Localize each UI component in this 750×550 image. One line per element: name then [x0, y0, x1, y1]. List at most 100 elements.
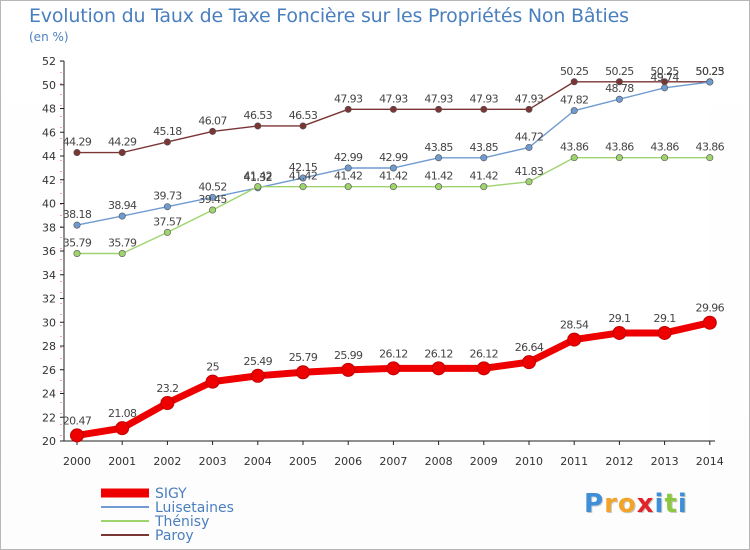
data-point [118, 149, 126, 157]
data-label: 26.64 [515, 341, 544, 354]
data-point [435, 183, 443, 191]
data-label: 45.18 [153, 125, 182, 138]
y-tick-label: 36 [42, 245, 56, 258]
data-point [299, 183, 307, 191]
data-label: 48.78 [605, 82, 634, 95]
data-label: 47.93 [470, 92, 499, 105]
data-label: 42.99 [379, 151, 408, 164]
legend-label: Paroy [155, 528, 194, 544]
data-label: 47.93 [515, 92, 544, 105]
legend-label: Thénisy [154, 514, 209, 530]
x-tick-label: 2004 [244, 455, 272, 468]
data-label: 42.99 [334, 151, 363, 164]
x-tick-label: 2010 [515, 455, 543, 468]
legend-label: Luisetaines [155, 500, 234, 516]
data-point [615, 154, 623, 162]
y-tick-label: 28 [42, 340, 56, 353]
data-label: 47.82 [560, 94, 589, 107]
data-label: 35.79 [108, 236, 137, 249]
data-point [254, 183, 262, 191]
data-point [476, 361, 491, 376]
data-point [70, 428, 84, 443]
data-point [525, 143, 533, 151]
data-label: 38.18 [63, 208, 92, 221]
data-label: 23.2 [156, 382, 178, 395]
data-label: 37.57 [153, 215, 182, 228]
data-point [570, 107, 578, 115]
data-label: 38.94 [108, 199, 137, 212]
data-point [73, 249, 81, 257]
data-point [73, 149, 81, 157]
data-label: 39.45 [198, 193, 227, 206]
data-point [344, 183, 352, 191]
y-tick-label: 40 [42, 198, 56, 211]
data-label: 43.85 [470, 141, 499, 154]
data-label: 44.29 [63, 136, 92, 149]
data-label: 41.42 [470, 170, 499, 183]
y-tick-label: 48 [42, 103, 56, 116]
data-label: 42.15 [289, 161, 318, 174]
data-point [615, 95, 623, 103]
data-point [209, 193, 217, 201]
x-tick-label: 2000 [63, 455, 91, 468]
y-tick-label: 20 [42, 435, 56, 448]
plot-area [64, 61, 709, 441]
data-point [163, 203, 171, 211]
data-label: 47.93 [379, 92, 408, 105]
data-label: 43.86 [650, 141, 679, 154]
data-label: 40.52 [198, 180, 227, 193]
data-label: 50.23 [696, 65, 725, 78]
data-label: 20.47 [63, 414, 92, 427]
legend-label: SIGY [155, 486, 187, 502]
data-point [344, 105, 352, 113]
y-tick-label: 46 [42, 126, 56, 139]
data-label: 41.42 [244, 170, 273, 183]
data-label: 25.49 [244, 355, 273, 368]
y-tick-label: 42 [42, 174, 56, 187]
data-label: 21.08 [108, 407, 137, 420]
y-tick-label: 38 [42, 221, 56, 234]
data-label: 41.32 [244, 171, 273, 184]
data-label: 26.12 [424, 347, 453, 360]
data-point [118, 249, 126, 257]
data-point [435, 105, 443, 113]
data-label: 29.96 [696, 302, 725, 315]
data-point [480, 154, 488, 162]
data-point [522, 355, 536, 370]
data-point [435, 154, 443, 162]
y-tick-label: 32 [42, 293, 56, 306]
x-tick-label: 2006 [334, 455, 362, 468]
data-point [296, 365, 310, 380]
data-label: 41.42 [379, 170, 408, 183]
data-label: 43.86 [605, 141, 634, 154]
x-tick-label: 2011 [560, 455, 588, 468]
chart-title: Evolution du Taux de Taxe Foncière sur l… [29, 5, 629, 27]
data-point [567, 332, 582, 347]
data-label: 26.12 [470, 347, 499, 360]
x-tick-label: 2008 [425, 455, 453, 468]
x-tick-label: 2001 [108, 455, 136, 468]
data-label: 44.29 [108, 136, 137, 149]
data-label: 41.42 [289, 170, 318, 183]
data-point [163, 138, 171, 146]
x-tick-label: 2013 [651, 455, 679, 468]
data-point [480, 105, 488, 113]
data-label: 43.85 [424, 141, 453, 154]
y-axis-unit: (en %) [29, 30, 69, 44]
data-point [525, 105, 533, 113]
data-point [570, 78, 578, 86]
data-label: 43.86 [696, 141, 725, 154]
data-point [389, 164, 397, 172]
data-point [657, 325, 672, 340]
data-label: 50.25 [650, 65, 679, 78]
data-point [612, 325, 627, 340]
data-label: 46.53 [289, 109, 318, 122]
data-point [525, 178, 533, 186]
data-label: 50.25 [605, 65, 634, 78]
data-point [706, 154, 714, 162]
data-point [661, 84, 669, 92]
data-point [115, 421, 130, 436]
data-point [118, 212, 126, 220]
data-label: 35.79 [63, 236, 92, 249]
data-label: 47.93 [424, 92, 453, 105]
